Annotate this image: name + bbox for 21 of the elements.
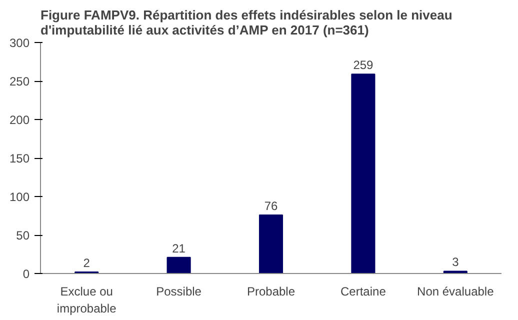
data-label: 2 [83, 256, 90, 270]
bar [166, 256, 191, 274]
y-tick-label: 150 [9, 152, 30, 166]
bar [258, 214, 284, 274]
chart-title: Figure FAMPV9. Répartition des effets indésirables selon le niveau d'imputabilité lié aux activités d’AMP en 2017 (n=361) [40, 8, 452, 38]
x-tick-label: Certaine [340, 284, 386, 298]
data-label: 3 [452, 255, 460, 270]
y-tick-label: 250 [9, 74, 30, 88]
data-label: 259 [353, 58, 374, 72]
y-tick-label: 100 [9, 190, 30, 204]
data-label: 21 [172, 241, 186, 256]
x-tick-label: Possible [156, 284, 202, 298]
bar [351, 74, 376, 274]
x-tick-label: Exclue ou improbable [56, 284, 117, 316]
y-tick-label: 0 [22, 267, 30, 281]
y-tick-label: 50 [16, 228, 30, 242]
x-tick-label: Non évaluable [417, 284, 494, 298]
x-tick-label: Probable [246, 284, 296, 298]
data-label: 76 [264, 198, 278, 213]
y-tick-label: 300 [9, 36, 30, 50]
y-tick-label: 200 [9, 113, 30, 127]
